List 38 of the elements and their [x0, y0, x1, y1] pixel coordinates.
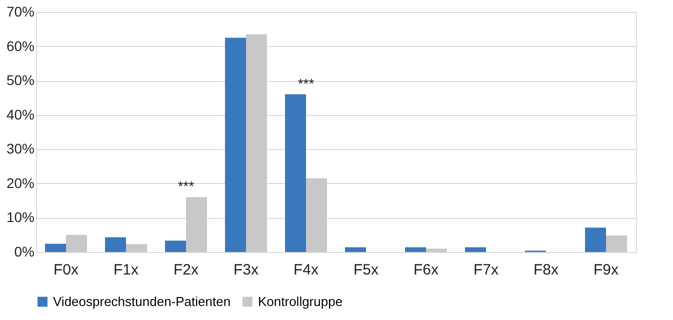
x-tick-label: F8x: [533, 262, 559, 278]
bar: [426, 248, 447, 252]
bar: [105, 237, 126, 252]
bar: [45, 244, 66, 252]
y-tick-label: 30%: [6, 140, 34, 157]
annotation: ***: [178, 178, 195, 194]
bar: [465, 247, 486, 252]
legend-label: Videosprechstunden-Patienten: [53, 294, 231, 309]
y-tick-label: 50%: [6, 72, 34, 88]
bar: [285, 94, 306, 252]
bar: [126, 244, 147, 252]
y-tick-label: 70%: [6, 4, 34, 20]
x-tick-label: F5x: [353, 262, 379, 278]
x-tick-label: F7x: [473, 262, 499, 278]
x-tick-label: F3x: [233, 262, 259, 278]
bar: [606, 236, 627, 252]
x-tick-label: F4x: [293, 262, 319, 278]
y-tick-label: 20%: [6, 174, 34, 191]
y-tick-label: 60%: [6, 38, 34, 54]
legend-label: Kontrollgruppe: [258, 294, 343, 309]
y-tick-label: 10%: [6, 209, 34, 226]
annotation: ***: [298, 75, 315, 92]
x-tick-label: F2x: [173, 262, 199, 278]
x-tick-label: F6x: [413, 262, 439, 278]
bar: [405, 247, 426, 252]
y-tick-label: 40%: [6, 106, 34, 122]
x-tick-label: F1x: [113, 262, 139, 278]
bar: [585, 228, 606, 252]
y-tick-label: 0%: [14, 244, 34, 260]
bar: [186, 197, 207, 252]
bar: [66, 234, 87, 252]
bar: [246, 34, 267, 252]
bar: [225, 38, 246, 252]
x-tick-label: F0x: [53, 262, 79, 278]
x-tick-label: F9x: [593, 262, 619, 278]
bar: [165, 240, 186, 252]
bar: [345, 247, 366, 252]
bar: [306, 178, 327, 252]
